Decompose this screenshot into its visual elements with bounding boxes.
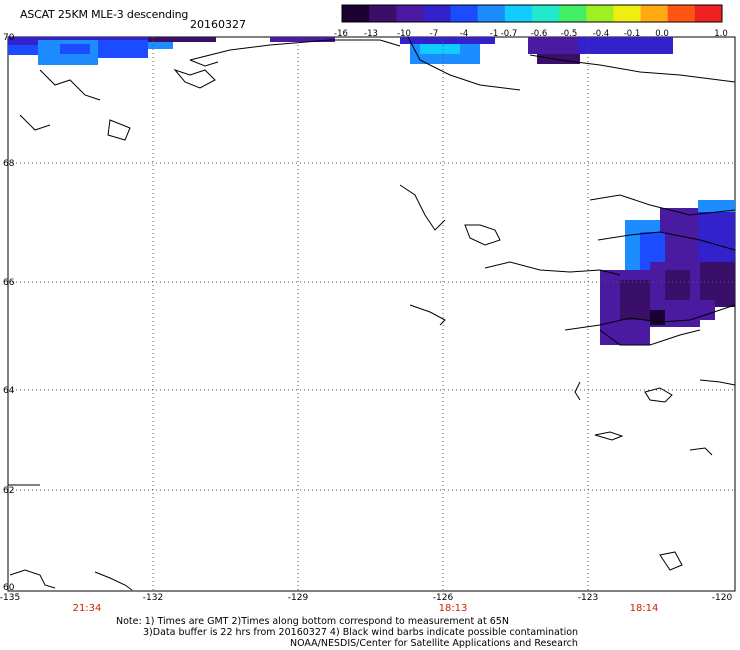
colorbar-segment	[504, 5, 533, 22]
lon-tick-label: -126	[433, 593, 454, 603]
lat-tick-label: 70	[3, 33, 15, 43]
colorbar-label: -0.4	[593, 29, 610, 39]
colorbar-segment	[423, 5, 452, 22]
footnote-line-3: NOAA/NESDIS/Center for Satellite Applica…	[290, 638, 578, 649]
lon-tick-label: -132	[143, 593, 163, 603]
wind-swath-top-left	[8, 37, 335, 65]
colorbar-label: 0.0	[655, 29, 669, 39]
coastlines	[8, 36, 736, 591]
colorbar-label: -13	[364, 29, 378, 39]
pass-time-label: 18:13	[439, 603, 468, 614]
footnote-line-1: Note: 1) Times are GMT 2)Times along bot…	[116, 616, 509, 627]
colorbar-border	[341, 4, 723, 23]
colorbar-segment	[640, 5, 669, 22]
chart-date: 20160327	[190, 18, 246, 31]
lat-tick-label: 68	[3, 159, 15, 169]
lon-tick-label: -120	[712, 593, 733, 603]
lat-tick-label: 60	[3, 583, 15, 593]
colorbar-label: -0.7	[501, 29, 518, 39]
colorbar-segment	[559, 5, 587, 22]
pass-time-label: 21:34	[73, 603, 102, 614]
colorbar-label: 1.0	[714, 29, 728, 39]
lon-tick-label: -135	[0, 593, 20, 603]
colorbar-label: -16	[334, 29, 348, 39]
lon-tick-label: -129	[288, 593, 309, 603]
pass-time-label: 18:14	[630, 603, 659, 614]
colorbar	[341, 4, 723, 23]
colorbar-label: -7	[430, 29, 438, 39]
lat-tick-label: 64	[3, 386, 15, 396]
lat-tick-label: 66	[3, 278, 15, 288]
graticule	[8, 37, 735, 591]
lon-tick-label: -123	[578, 593, 598, 603]
colorbar-segment	[532, 5, 560, 22]
colorbar-segment	[369, 5, 397, 22]
lat-axis: 70 68 66 64 62 60	[3, 33, 15, 593]
colorbar-labels: -16 -13 -10 -7 -4 -1 -0.7 -0.6 -0.5 -0.4…	[334, 29, 728, 39]
colorbar-segment	[342, 5, 370, 22]
lon-axis: -135 -132 -129 -126 -123 -120	[0, 593, 732, 603]
footnote-line-2: 3)Data buffer is 22 hrs from 20160327 4)…	[143, 627, 579, 638]
plot-frame	[7, 36, 736, 592]
colorbar-segment	[613, 5, 642, 22]
colorbar-segment	[450, 5, 479, 22]
wind-swath-right	[600, 200, 735, 345]
colorbar-segment	[477, 5, 506, 22]
colorbar-label: -4	[460, 29, 468, 39]
pass-times: 21:34 18:13 18:14	[73, 603, 659, 614]
lat-tick-label: 62	[3, 486, 14, 496]
colorbar-label: -1	[490, 29, 498, 39]
wind-swath-top-middle	[400, 37, 673, 64]
colorbar-segment	[694, 5, 723, 22]
colorbar-segment	[396, 5, 424, 22]
colorbar-label: -0.1	[624, 29, 641, 39]
colorbar-label: -0.5	[561, 29, 578, 39]
chart-title: ASCAT 25KM MLE-3 descending	[20, 8, 189, 21]
colorbar-label: -10	[397, 29, 411, 39]
colorbar-segment	[667, 5, 696, 22]
colorbar-label: -0.6	[531, 29, 548, 39]
colorbar-segment	[586, 5, 614, 22]
